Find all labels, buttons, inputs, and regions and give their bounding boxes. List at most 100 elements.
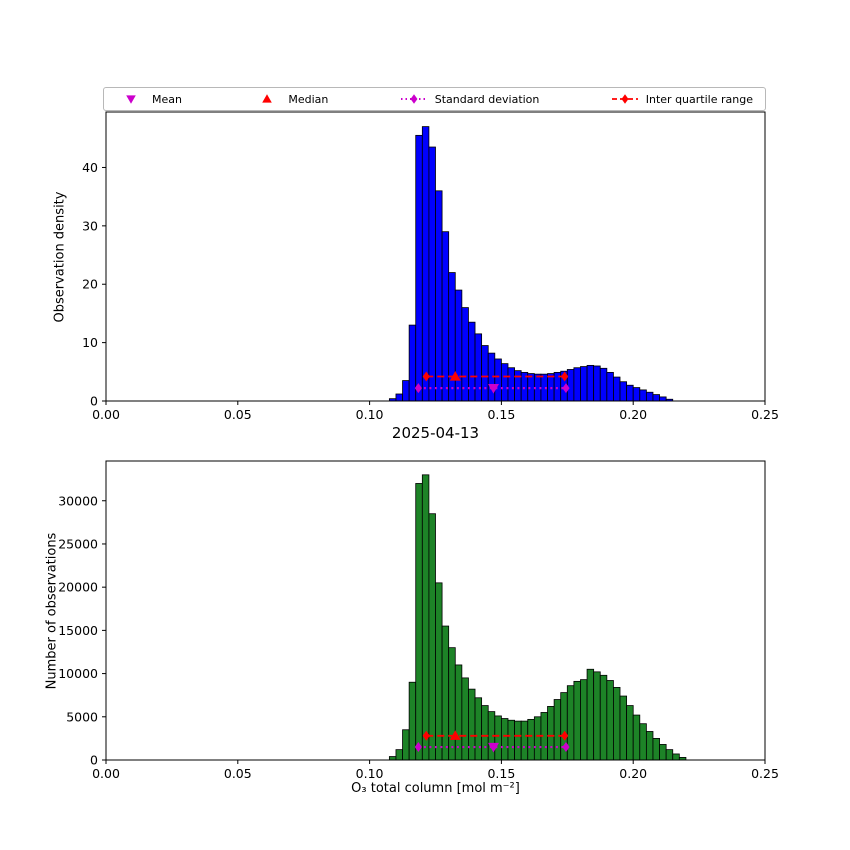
x-tick-label: 0.05 (224, 407, 252, 422)
diamond-icon (561, 371, 569, 382)
histogram-bar (527, 718, 535, 761)
y-tick-label: 0 (90, 394, 98, 409)
histogram-bar (573, 680, 581, 761)
legend-item-standard-deviation: Standard deviation (399, 92, 540, 106)
histogram-bar (421, 474, 430, 761)
x-tick-label: 0.10 (356, 407, 384, 422)
triangle-down-icon (116, 92, 146, 106)
histogram-bar (586, 668, 595, 761)
triangle-up-icon (252, 92, 282, 106)
diamond-dashed-line-icon (610, 92, 640, 106)
diamond-icon (414, 383, 422, 394)
y-tick-label: 15000 (58, 623, 98, 638)
histogram-bar (454, 289, 463, 402)
histogram-bar (639, 723, 647, 761)
histogram-bar (580, 366, 588, 402)
histogram-bar (415, 134, 423, 402)
histogram-bar (494, 715, 502, 761)
diamond-icon (422, 730, 430, 741)
y-tick-label: 5000 (66, 709, 98, 724)
triangle-down-icon (487, 742, 499, 753)
histogram-bar (520, 720, 529, 761)
diamond-icon (414, 742, 422, 753)
diamond-dotted-line-icon (399, 92, 429, 106)
histogram-bar (395, 749, 403, 761)
histogram-bar (606, 371, 614, 402)
histogram-bar (514, 720, 522, 761)
legend-label-standard-deviation: Standard deviation (434, 92, 540, 106)
histogram-bar (665, 749, 674, 761)
histogram-bar (408, 681, 417, 761)
legend-label-median: Median (288, 92, 329, 106)
triangle-up-icon (449, 370, 461, 381)
histogram-bar (593, 671, 601, 761)
histogram-bar (474, 697, 483, 761)
y-tick-label: 25000 (58, 536, 98, 551)
x-tick-label: 0.05 (224, 766, 252, 781)
x-tick-label: 0.10 (356, 766, 384, 781)
histogram-bar (599, 367, 608, 402)
legend: Mean Median Standard deviation Inter qua… (103, 87, 766, 111)
histogram-bar (566, 685, 575, 761)
x-tick-label: 0.15 (487, 766, 515, 781)
y-tick-label: 30000 (58, 493, 98, 508)
x-tick-label: 0.15 (487, 407, 515, 422)
histogram-bar (606, 680, 614, 761)
x-tick-label: 0.20 (619, 766, 647, 781)
histogram-bar (514, 370, 522, 402)
histogram-bar (619, 381, 628, 402)
diamond-icon (422, 371, 430, 382)
histogram-bar (481, 345, 489, 402)
y-tick-label: 30 (82, 218, 98, 233)
histogram-bar (613, 376, 621, 402)
histogram-bar (448, 272, 456, 402)
triangle-down-icon (487, 384, 499, 394)
x-tick-label: 0.00 (92, 407, 120, 422)
diamond-icon (562, 742, 570, 753)
histogram-bar (619, 695, 628, 761)
diamond-icon (562, 383, 570, 394)
histogram-bar (454, 664, 463, 761)
histogram-bar (448, 647, 456, 761)
histogram-bar (659, 744, 667, 761)
legend-label-iqr: Inter quartile range (645, 92, 753, 106)
histogram-bar (659, 396, 667, 402)
histogram-bar (474, 333, 483, 402)
triangle-up-icon (449, 730, 461, 740)
histogram-bar (593, 365, 601, 402)
observation-density-histogram: 0.00 0.05 0.10 0.15 0.20 0.25 0 10 20 30 40 (82, 111, 779, 422)
histogram-bar (507, 719, 515, 761)
histogram-bar (672, 753, 680, 761)
histogram-bar (652, 737, 660, 761)
x-tick-label: 0.25 (751, 407, 779, 422)
histogram-bar (566, 369, 575, 402)
histogram-bar (481, 705, 489, 761)
histogram-bar (599, 674, 608, 761)
histogram-bar (402, 729, 410, 761)
histogram-bar (547, 706, 555, 761)
diamond-icon (561, 730, 569, 741)
histogram-bar (573, 367, 581, 402)
legend-item-mean: Mean (116, 92, 182, 106)
y-tick-label: 10 (82, 335, 98, 350)
y-tick-label: 20000 (58, 580, 98, 595)
axes-spines (105, 460, 766, 761)
histogram-bar (586, 364, 595, 402)
legend-item-median: Median (252, 92, 328, 106)
histogram-bar (553, 699, 562, 761)
histogram-bar (645, 731, 654, 761)
x-axis-label: O₃ total column [mol m⁻²] (351, 781, 520, 796)
y-tick-label: 0 (90, 753, 98, 768)
histogram-bar (441, 625, 450, 761)
histogram-bar (415, 483, 423, 761)
histogram-bar (626, 705, 634, 761)
histogram-bar (395, 393, 403, 402)
histogram-bar (388, 756, 397, 761)
histogram-bar (421, 126, 430, 402)
histogram-bar (468, 688, 476, 761)
histogram-bar (652, 394, 660, 402)
histogram-bar (626, 384, 634, 402)
histogram-bar (500, 718, 509, 761)
